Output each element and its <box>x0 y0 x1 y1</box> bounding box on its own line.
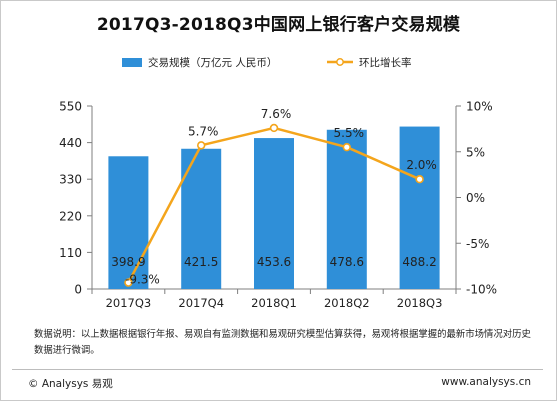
line-point <box>342 142 351 152</box>
bar <box>254 138 294 289</box>
legend-bar-label: 交易规模（万亿元 人民币） <box>148 56 277 69</box>
bars <box>108 126 440 289</box>
line-point <box>415 175 424 184</box>
line-point <box>124 278 133 287</box>
line-value-label: 7.6% <box>261 107 292 121</box>
line-value-label: 2.0% <box>406 158 437 172</box>
chart-title: 2017Q3-2018Q3中国网上银行客户交易规模 <box>96 15 461 35</box>
line-value-label: -9.3% <box>125 273 160 287</box>
bar <box>399 126 440 289</box>
bar-value-label: 478.6 <box>330 255 364 269</box>
y-right-tick-label: 0% <box>466 191 485 205</box>
copyright-text: © Analysys 易观 <box>28 378 113 390</box>
growth-line <box>124 123 424 287</box>
bar-value-label: 488.2 <box>402 255 436 269</box>
bar-value-label: 453.6 <box>257 255 291 269</box>
line-point <box>269 123 279 133</box>
y-left-tick-label: 110 <box>59 246 82 260</box>
bar-value-label: 421.5 <box>184 255 218 269</box>
legend-line-marker <box>336 58 344 66</box>
line-value-label: 5.7% <box>188 124 219 138</box>
combo-chart: 交易规模（万亿元 人民币） 环比增长率 0 110 220 330 440 550 -10%… <box>59 56 497 311</box>
bar <box>108 156 149 289</box>
x-tick-label: 2018Q2 <box>324 296 370 310</box>
x-tick-label: 2017Q3 <box>106 296 152 310</box>
y-left-tick-label: 220 <box>59 209 82 223</box>
y-left-tick-label: 440 <box>59 136 82 150</box>
y-left-tick-label: 330 <box>59 173 82 187</box>
axes: 0 110 220 330 440 550 -10% -5% 0% 5% 10% 2017Q3 2017… <box>59 100 497 311</box>
bar-value-label: 398.9 <box>111 255 145 269</box>
line-point <box>197 141 206 150</box>
x-tick-label: 2017Q4 <box>178 296 224 310</box>
data-labels: 398.9 421.5 453.6 478.6 488.2 -9.3% 5.7% 7.6% 5.… <box>111 107 437 287</box>
x-tick-label: 2018Q1 <box>251 296 297 310</box>
x-tick-label: 2018Q3 <box>397 296 443 310</box>
line-value-label: 5.5% <box>334 126 365 140</box>
y-left-tick-label: 550 <box>59 100 82 114</box>
footer-divider <box>12 369 543 370</box>
y-right-tick-label: 5% <box>466 145 485 159</box>
site-url: www.analysys.cn <box>441 376 531 388</box>
bar <box>326 129 367 289</box>
y-right-tick-label: 10% <box>466 100 493 114</box>
legend-bar-swatch <box>122 58 142 67</box>
legend-line-label: 环比增长率 <box>359 56 412 69</box>
y-left-tick-label: 0 <box>74 283 82 297</box>
y-right-tick-label: -5% <box>466 237 489 251</box>
y-right-tick-label: -10% <box>466 283 497 297</box>
data-note: 数据说明：以上数据根据银行年报、易观自有监测数据和易观研究模型估算获得，易观将根… <box>34 329 531 356</box>
legend: 交易规模（万亿元 人民币） 环比增长率 <box>122 56 412 69</box>
